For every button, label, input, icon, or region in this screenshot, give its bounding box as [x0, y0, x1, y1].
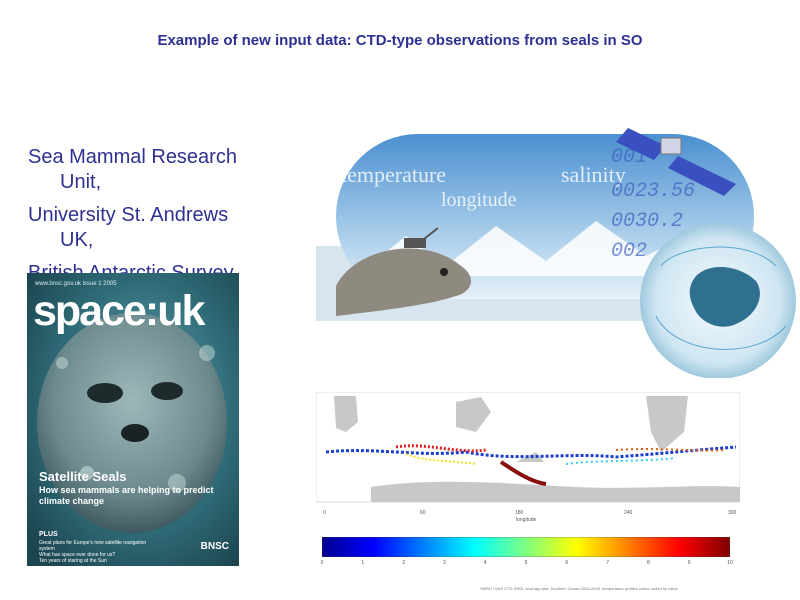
color-scale-bar [322, 537, 730, 557]
x-tick-label: 240 [624, 510, 633, 516]
x-tick-label: 60 [420, 510, 426, 516]
image-credit: SMRU / BAS CTD-SRDL seal tag data, South… [480, 586, 678, 591]
collage-number: 002 [611, 240, 647, 263]
bnsc-logo: BNSC [200, 541, 229, 552]
bullet-line-continued: UK, [60, 229, 94, 251]
x-tick-label: 300 [728, 510, 737, 516]
x-tick-label: 0 [323, 510, 326, 516]
magazine-feature-title: Satellite Seals [39, 469, 127, 484]
color-scale-tick: 2 [402, 560, 405, 566]
magazine-plus-label: PLUS [39, 531, 58, 538]
seal-photo [27, 273, 239, 566]
seal-track-map: 0 60 180 240 300 longitude [316, 392, 740, 522]
color-scale-tick: 7 [606, 560, 609, 566]
collage-number: 0030.2 [611, 210, 683, 233]
collage-word: temperature [341, 162, 446, 187]
color-scale-tick: 6 [565, 560, 569, 566]
seal-satellite-collage: temperature salinity longitude 001 0023.… [316, 128, 796, 378]
color-scale-tick: 1 [361, 560, 365, 566]
satellite-icon [616, 128, 736, 196]
seal-head-icon [336, 227, 472, 316]
antarctica-shape [689, 266, 760, 327]
bullet-line: University St. Andrews [28, 204, 229, 226]
magazine-plus-lines: Great plans for Europe's new satellite n… [39, 540, 159, 564]
color-scale-tick: 10 [727, 560, 733, 566]
collage-word: longitude [441, 189, 517, 211]
color-scale-tick: 5 [524, 560, 528, 566]
slide-title: Example of new input data: CTD-type obse… [157, 32, 643, 49]
color-scale-tick: 0 [320, 560, 324, 566]
magazine-feature-subtitle: How sea mammals are helping to predict c… [39, 485, 214, 506]
magazine-header: www.bnsc.gov.uk issue 1 2005 [35, 281, 117, 287]
x-tick-label: 180 [515, 510, 524, 516]
color-scale-tick: 3 [443, 560, 446, 566]
color-scale-ticks: 0 1 2 3 4 5 6 7 8 9 10 [320, 560, 733, 568]
plus-line: Ten years of staring at the Sun [39, 558, 107, 564]
plus-line: Great plans for Europe's new satellite n… [39, 540, 147, 552]
collage-number: 0023.56 [611, 180, 695, 203]
color-scale-tick: 9 [687, 560, 691, 566]
magazine-cover: www.bnsc.gov.uk issue 1 2005 space:uk Sa… [27, 273, 239, 566]
bullet-line-continued: Unit, [60, 171, 102, 193]
color-scale-tick: 4 [483, 560, 487, 566]
plus-line: What has space ever done for us? [39, 552, 116, 558]
color-scale-tick: 8 [647, 560, 650, 566]
list-item: Sea Mammal Research Unit, [28, 145, 328, 195]
collage-word: salinity [561, 162, 626, 187]
x-axis-label: longitude [516, 517, 537, 522]
bullet-line: Sea Mammal Research [28, 146, 237, 168]
magazine-title: space:uk [33, 287, 205, 335]
list-item: University St. Andrews UK, [28, 203, 328, 253]
affiliation-list: Sea Mammal Research Unit, University St.… [28, 145, 328, 294]
